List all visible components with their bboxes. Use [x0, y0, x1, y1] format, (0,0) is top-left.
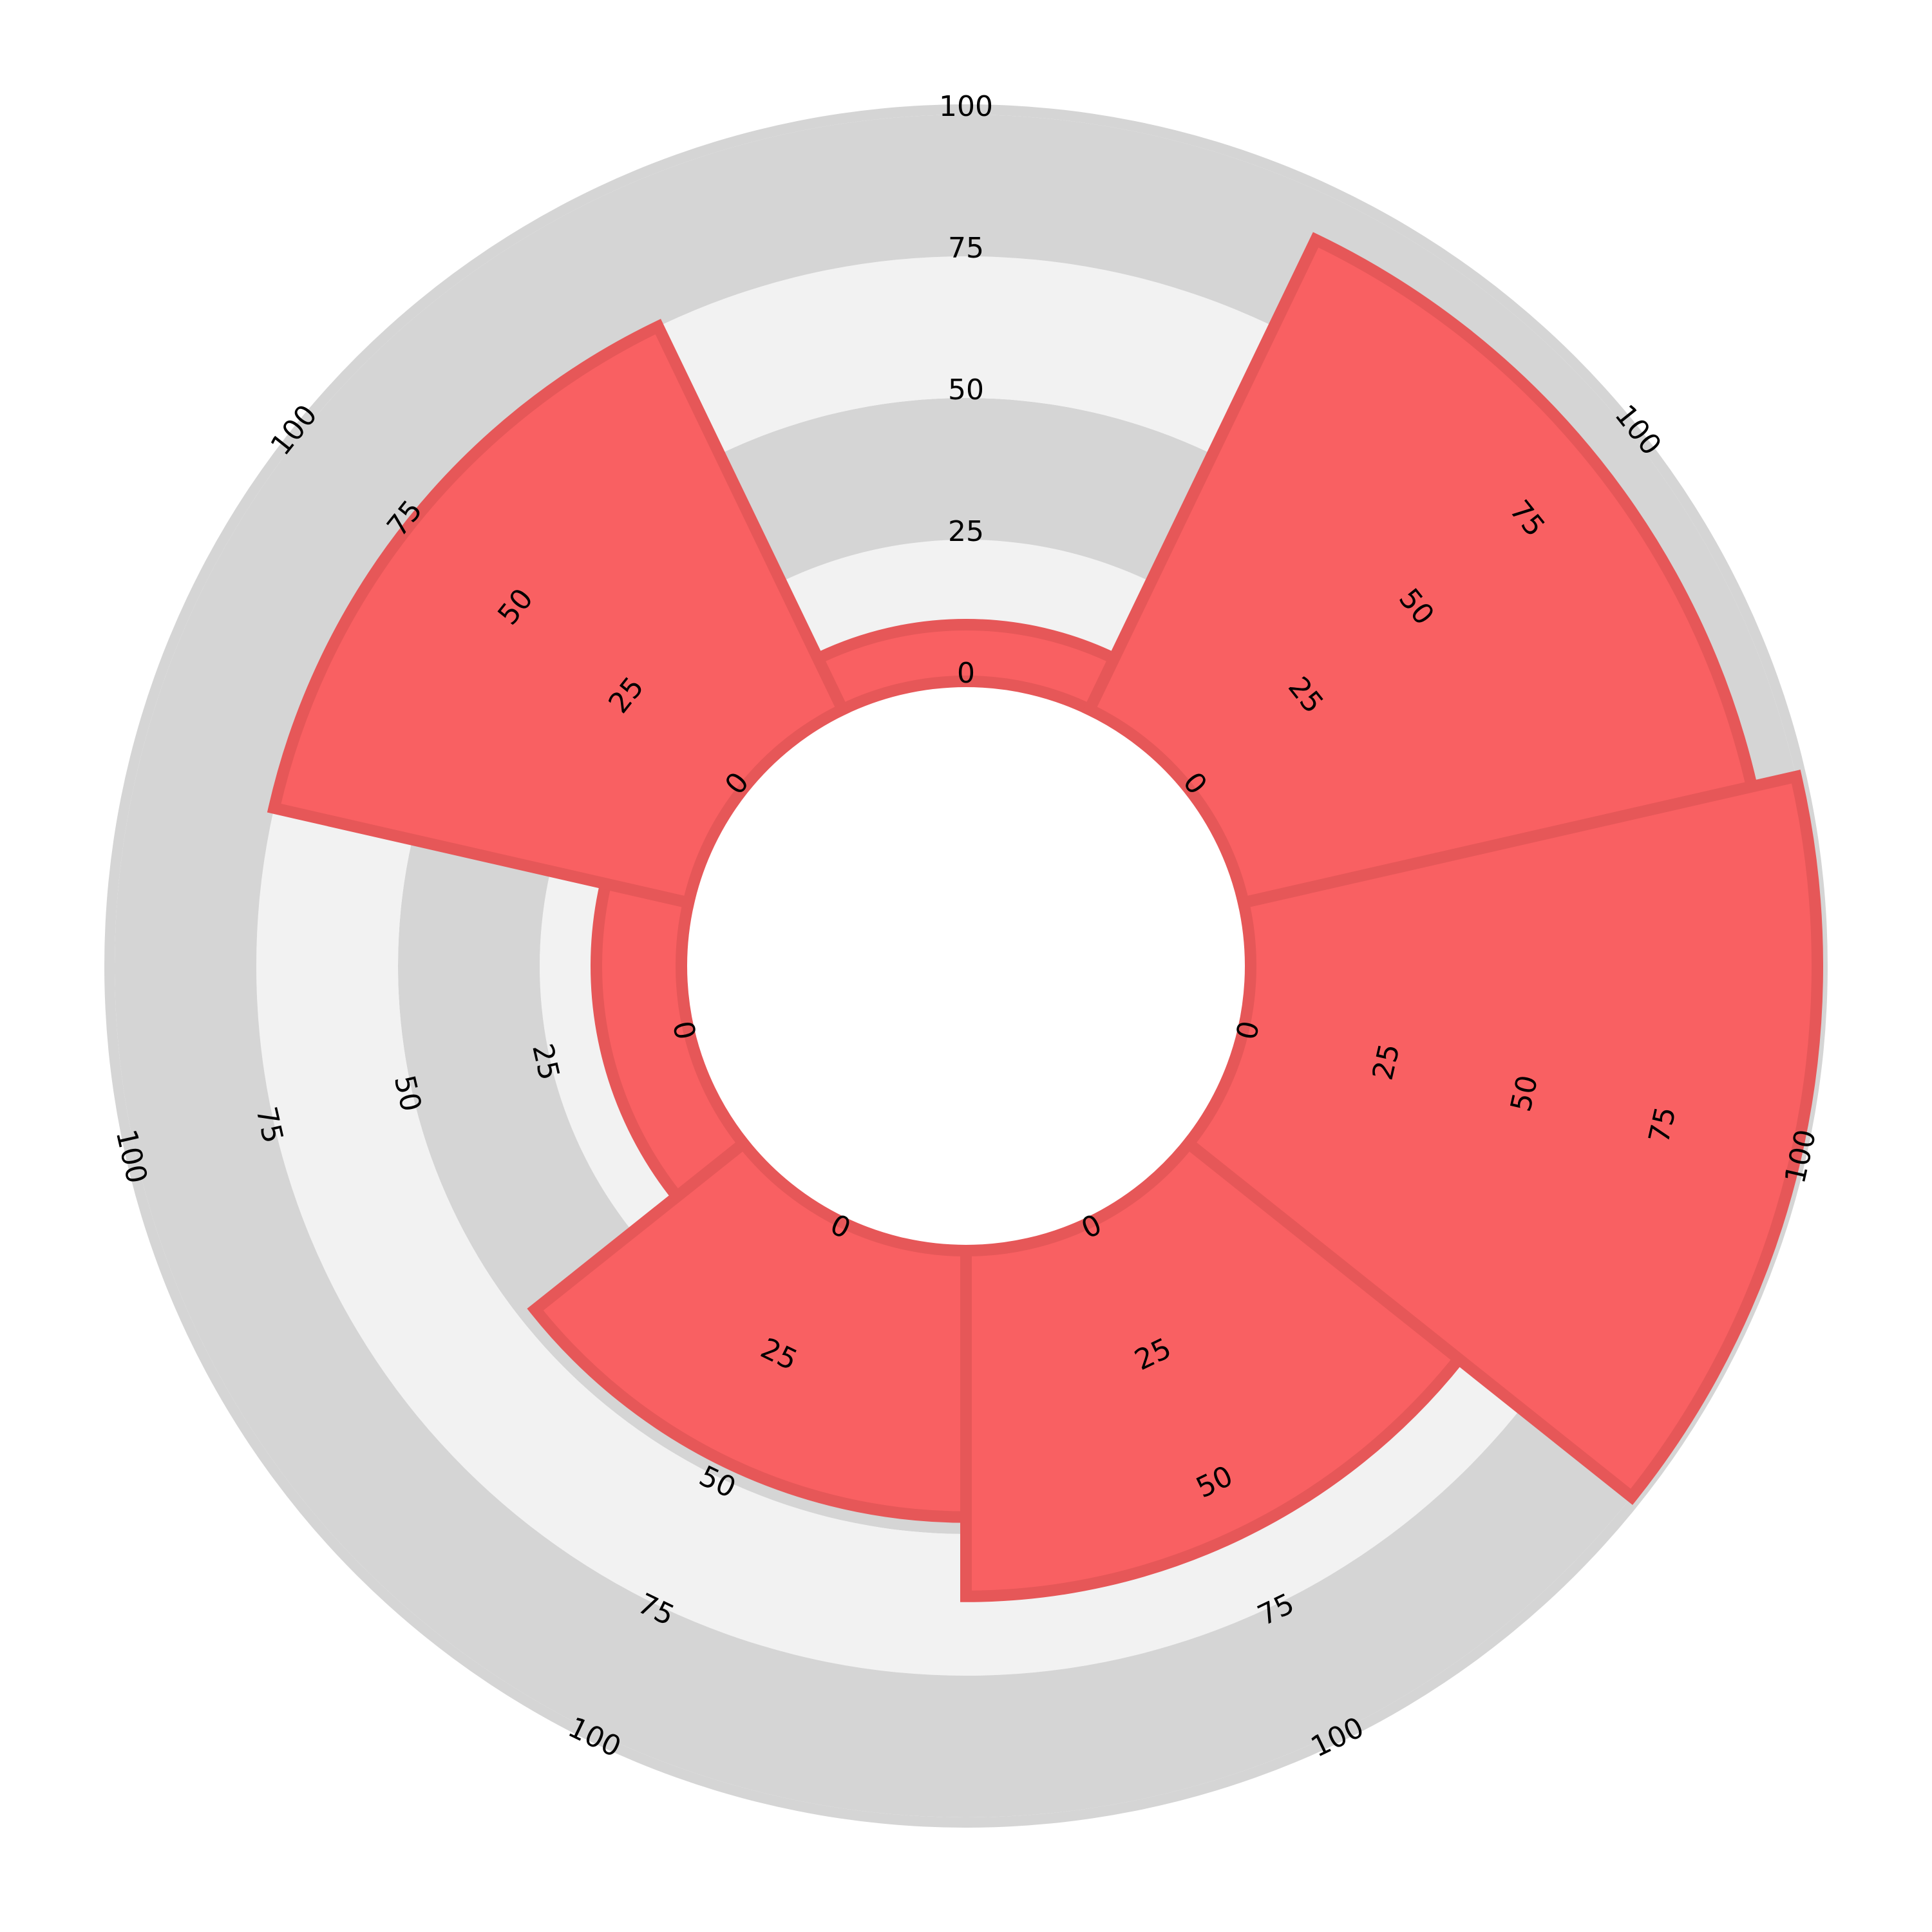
slice-7 — [267, 319, 851, 910]
ring-tick-label-slice-1-0: 0 — [957, 657, 975, 690]
slice-5 — [527, 1135, 972, 1523]
ring-tick-label-slice-6-50: 50 — [388, 1072, 428, 1115]
slice-2 — [1081, 232, 1759, 910]
ring-tick-label-slice-1-50: 50 — [948, 374, 984, 406]
slice-3 — [1180, 770, 1823, 1505]
ring-tick-label-slice-3-50: 50 — [1504, 1072, 1544, 1115]
ring-tick-label-slice-6-75: 75 — [249, 1104, 289, 1146]
ring-tick-label-slice-3-75: 75 — [1643, 1104, 1683, 1146]
ring-tick-label-slice-6-25: 25 — [526, 1041, 565, 1083]
ring-tick-label-slice-1-100: 100 — [939, 90, 993, 123]
data-slices — [267, 232, 1823, 1602]
ring-tick-label-slice-3-25: 25 — [1367, 1041, 1406, 1083]
slice-4 — [960, 1135, 1467, 1602]
ring-tick-label-slice-1-75: 75 — [948, 232, 984, 265]
ring-tick-label-slice-1-25: 25 — [948, 515, 984, 548]
